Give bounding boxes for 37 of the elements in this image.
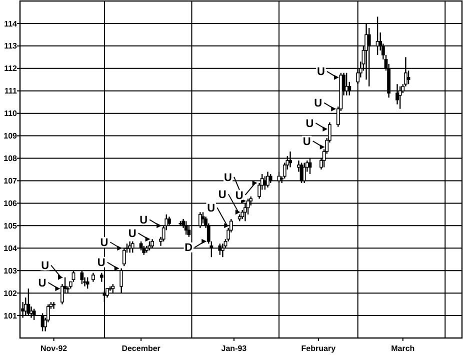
candlestick bbox=[52, 301, 56, 310]
annotation: D bbox=[184, 242, 193, 254]
annotation: U bbox=[316, 66, 325, 78]
annotation: U bbox=[128, 228, 136, 240]
y-tick-label: 113 bbox=[4, 42, 18, 51]
annotation: U bbox=[218, 189, 226, 202]
annotation: U bbox=[235, 190, 244, 202]
annotation: U bbox=[100, 236, 108, 249]
y-tick-label: 105 bbox=[4, 221, 18, 230]
annotation: U bbox=[41, 260, 50, 272]
y-tick-label: 107 bbox=[4, 176, 18, 186]
x-tick-label: Nov-92 bbox=[40, 344, 68, 353]
y-tick-label: 108 bbox=[4, 154, 18, 164]
x-tick-label: Jan-93 bbox=[221, 344, 248, 353]
annotation: U bbox=[302, 136, 311, 148]
y-tick-label: 106 bbox=[4, 199, 18, 208]
annotation: U bbox=[314, 98, 322, 110]
y-tick-label: 109 bbox=[4, 132, 18, 141]
annotation: U bbox=[306, 118, 314, 130]
y-tick-label: 110 bbox=[4, 109, 18, 118]
annotation: U bbox=[140, 214, 148, 227]
candlestick bbox=[128, 240, 132, 254]
y-tick-label: 103 bbox=[4, 266, 18, 276]
annotation: U bbox=[224, 172, 232, 184]
y-tick-label: 104 bbox=[4, 244, 18, 253]
annotation: U bbox=[38, 277, 46, 290]
x-tick-label: December bbox=[122, 344, 160, 353]
y-tick-label: 112 bbox=[4, 64, 18, 74]
y-tick-label: 101 bbox=[4, 311, 18, 320]
y-tick-label: 102 bbox=[4, 288, 18, 298]
annotation: U bbox=[207, 202, 216, 215]
x-tick-label: March bbox=[391, 344, 415, 353]
x-tick-label: February bbox=[301, 344, 336, 353]
y-tick-label: 114 bbox=[4, 19, 18, 28]
annotation: U bbox=[97, 257, 106, 270]
y-tick-label: 111 bbox=[4, 86, 18, 96]
candlestick bbox=[86, 276, 90, 290]
